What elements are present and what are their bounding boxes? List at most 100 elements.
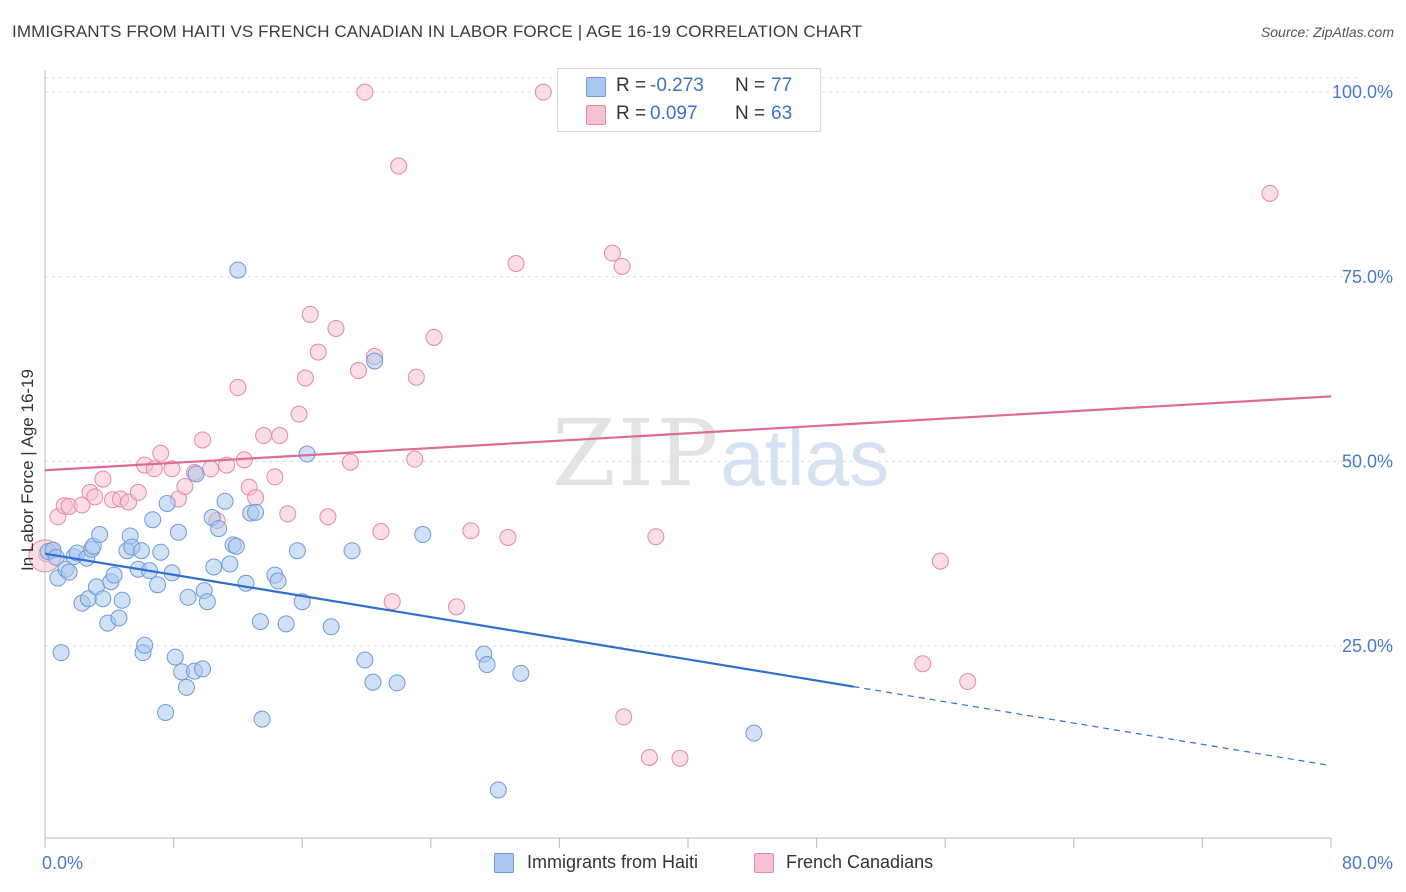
haiti-point	[205, 558, 223, 576]
french-point	[73, 496, 91, 514]
y-tick-label: 100.0%	[1332, 82, 1393, 102]
chart-title: IMMIGRANTS FROM HAITI VS FRENCH CANADIAN…	[12, 22, 863, 41]
haiti-point	[745, 724, 763, 742]
haiti-point	[157, 703, 175, 721]
french-point	[319, 508, 337, 526]
french-point	[247, 489, 265, 507]
haiti-point	[113, 591, 131, 609]
haiti-point	[136, 636, 154, 654]
haiti-point	[144, 511, 162, 529]
haiti-point	[169, 523, 187, 541]
haiti-point	[247, 503, 265, 521]
french-point	[534, 83, 552, 101]
french-point	[301, 305, 319, 323]
x-tick-label: 0.0%	[42, 853, 83, 873]
french-point	[266, 468, 284, 486]
haiti-point	[478, 655, 496, 673]
haiti-point	[364, 673, 382, 691]
haiti-point	[253, 710, 271, 728]
haiti-point	[91, 525, 109, 543]
bottom-legend-label-french: French Canadians	[786, 852, 934, 872]
legend-n-label: N =	[735, 75, 766, 96]
haiti-point	[152, 543, 170, 561]
french-point	[1261, 184, 1279, 202]
haiti-point	[166, 648, 184, 666]
haiti-point	[288, 542, 306, 560]
legend-n-value: 63	[771, 103, 793, 124]
watermark-atlas: atlas	[720, 413, 890, 502]
french-point	[640, 749, 658, 767]
haiti-point	[177, 678, 195, 696]
haiti-point	[251, 613, 269, 631]
french-point	[271, 427, 289, 445]
stats-legend: R = -0.273 N = 77 R = 0.097 N = 63	[557, 68, 821, 132]
french-point	[229, 379, 247, 397]
haiti-point	[179, 588, 197, 606]
french-point	[255, 427, 273, 445]
haiti-trend-extension	[853, 686, 1332, 767]
haiti-point	[105, 566, 123, 584]
watermark-zip: ZIP	[552, 400, 721, 507]
french-point	[959, 672, 977, 690]
haiti-point	[149, 576, 167, 594]
legend-n-label: N =	[735, 103, 766, 124]
french-point	[94, 470, 112, 488]
french-point	[152, 444, 170, 462]
legend-r-value: -0.273	[650, 75, 704, 96]
x-tick-label: 80.0%	[1342, 853, 1393, 873]
haiti-point	[132, 542, 150, 560]
haiti-point	[221, 555, 239, 573]
french-point	[163, 460, 181, 478]
french-point	[615, 708, 633, 726]
haiti-point	[414, 525, 432, 543]
french-point	[296, 369, 314, 387]
haiti-point	[52, 644, 70, 662]
y-tick-label: 50.0%	[1342, 451, 1393, 471]
french-point	[372, 523, 390, 541]
haiti-point	[229, 261, 247, 279]
french-trend-line	[44, 395, 1332, 472]
haiti-point	[187, 465, 205, 483]
french-point	[383, 593, 401, 611]
french-point	[931, 552, 949, 570]
french-point	[914, 655, 932, 673]
french-point	[613, 257, 631, 275]
french-point	[425, 328, 443, 346]
haiti-trend-line	[44, 552, 854, 688]
french-point	[462, 522, 480, 540]
haiti-point	[269, 572, 287, 590]
french-point	[356, 83, 374, 101]
haiti-point	[227, 537, 245, 555]
watermark: ZIPatlas	[552, 400, 889, 507]
y-tick-label: 75.0%	[1342, 267, 1393, 287]
bottom-legend-label-haiti: Immigrants from Haiti	[527, 852, 699, 872]
french-point	[647, 528, 665, 546]
french-point	[202, 460, 220, 478]
french-point	[176, 477, 194, 495]
french-point	[309, 343, 327, 361]
french-point	[406, 450, 424, 468]
french-point	[86, 488, 104, 506]
legend-row-haiti: R = -0.273 N = 77	[558, 73, 820, 99]
y-tick-label: 25.0%	[1342, 636, 1393, 656]
haiti-point	[237, 574, 255, 592]
haiti-point	[210, 520, 228, 538]
french-point	[341, 453, 359, 471]
french-point	[327, 319, 345, 337]
legend-swatch-french	[586, 105, 606, 125]
french-point	[390, 157, 408, 175]
french-point	[279, 505, 297, 523]
haiti-point	[343, 542, 361, 560]
haiti-point	[94, 590, 112, 608]
haiti-point	[366, 352, 384, 370]
bottom-legend-swatch-haiti	[494, 853, 514, 873]
haiti-point	[194, 660, 212, 678]
legend-r-label: R =	[616, 75, 647, 96]
legend-r-label: R =	[616, 103, 647, 124]
legend-r-value: 0.097	[650, 103, 698, 124]
haiti-point	[512, 664, 530, 682]
legend-swatch-haiti	[586, 77, 606, 97]
french-point	[194, 431, 212, 449]
haiti-point	[322, 618, 340, 636]
legend-row-french: R = 0.097 N = 63	[558, 101, 820, 127]
